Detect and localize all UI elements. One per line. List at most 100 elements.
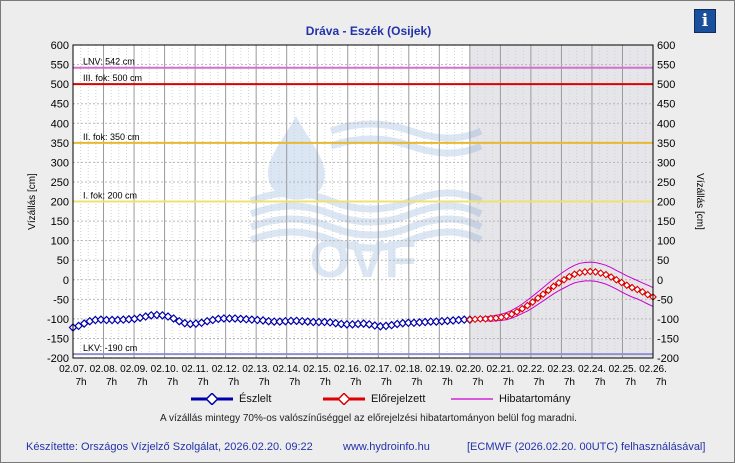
threshold-label: LKV: -190 cm [83,343,137,353]
x-tick-label-hour: 7h [381,377,392,388]
observed-point [308,317,318,327]
water-drop-icon [267,116,325,200]
observed-point [443,316,452,326]
observed-point [185,319,195,329]
forecast-point [643,290,652,299]
wave-icon [249,202,483,226]
observed-point [96,315,106,325]
observed-point [113,315,123,325]
observed-point [348,319,357,329]
y-tick-label-right: -50 [657,294,673,306]
x-tick-label-date: 02.15. [303,364,331,375]
threshold-label: LNV: 542 cm [83,57,135,67]
observed-point [269,317,279,326]
observed-point [448,316,458,325]
info-icon[interactable]: i [694,9,716,33]
forecast-point [628,283,636,292]
y-axis-label-left: Vízállás [cm] [27,173,38,230]
x-tick-label-hour: 7h [198,377,209,388]
y-tick-label-right: 550 [657,60,675,72]
observed-point [353,319,363,329]
x-tick-label-hour: 7h [136,377,147,388]
threshold-label: II. fok: 350 cm [83,132,140,142]
observed-point [398,318,408,328]
x-tick-label-hour: 7h [289,377,300,388]
x-tick-label-hour: 7h [259,377,270,388]
observed-point [381,321,391,331]
observed-point [431,317,441,326]
observed-point [107,315,117,325]
x-tick-label-date: 02.23. [548,364,576,375]
y-tick-label-right: 100 [657,236,675,248]
legend-band-label: Hibatartomány [499,393,571,405]
x-tick-label-date: 02.08. [90,364,118,375]
y-tick-label-left: 300 [51,157,69,169]
footer-author: Készítette: Országos Vízjelző Szolgálat,… [26,441,313,453]
observed-point [236,314,246,324]
x-tick-label-date: 02.20. [456,364,484,375]
legend-observed-label: Észlelt [239,393,272,405]
y-tick-label-right: -200 [657,353,679,365]
y-tick-label-right: 350 [657,138,675,150]
y-tick-label-left: -50 [53,294,69,306]
forecast-point [533,294,542,303]
forecast-point [633,285,642,294]
observed-point [314,317,324,327]
x-tick-label-date: 02.07. [59,364,87,375]
observed-point [281,316,290,326]
y-tick-label-right: 500 [657,79,675,91]
observed-point [437,316,447,326]
forecast-point [554,278,563,287]
observed-point [331,318,341,328]
forecast-point [575,268,584,277]
forecast-point [602,270,610,279]
forecast-point [565,272,574,281]
footer-url[interactable]: www.hydroinfo.hu [343,441,430,453]
y-tick-label-left: 200 [51,197,69,209]
x-tick-label-date: 02.10. [151,364,179,375]
observed-point [370,321,380,330]
x-tick-label-hour: 7h [472,377,483,388]
observed-point [146,310,156,320]
y-tick-label-right: 200 [657,197,675,209]
observed-point [359,319,369,328]
x-tick-label-hour: 7h [167,377,178,388]
legend-band-swatch [451,398,493,400]
forecast-point [581,268,589,276]
x-tick-label-date: 02.19. [425,364,453,375]
observed-point [297,316,307,326]
observed-point [118,315,128,325]
legend-observed-swatch [191,393,233,405]
legend-forecast-label: Előrejelzett [371,393,426,405]
observed-point [135,313,145,323]
y-tick-label-left: 450 [51,99,69,111]
x-tick-label-hour: 7h [655,377,666,388]
y-tick-label-left: 600 [51,40,69,52]
observed-point [403,318,413,328]
observed-point [85,316,95,326]
x-tick-label-date: 02.22. [517,364,545,375]
x-tick-label-date: 02.09. [120,364,148,375]
observed-point [158,310,167,320]
forecast-point [518,304,527,313]
x-tick-label-hour: 7h [594,377,605,388]
y-tick-label-left: -150 [47,333,69,345]
observed-point [303,317,313,326]
observed-point [247,315,257,325]
forecast-point [502,312,511,321]
x-tick-label-hour: 7h [533,377,544,388]
observed-point [264,316,274,326]
y-tick-label-left: -200 [47,353,69,365]
x-tick-label-hour: 7h [442,377,453,388]
observed-point [213,314,223,324]
y-tick-label-right: -150 [657,333,679,345]
forecast-point [507,310,516,319]
observed-point [202,316,212,326]
y-tick-label-left: -100 [47,314,69,326]
forecast-point [560,275,568,284]
observed-point [74,321,83,331]
wave-icon [249,215,483,239]
observed-point [253,315,262,325]
observed-point [191,319,201,328]
y-tick-label-left: 0 [63,275,69,287]
